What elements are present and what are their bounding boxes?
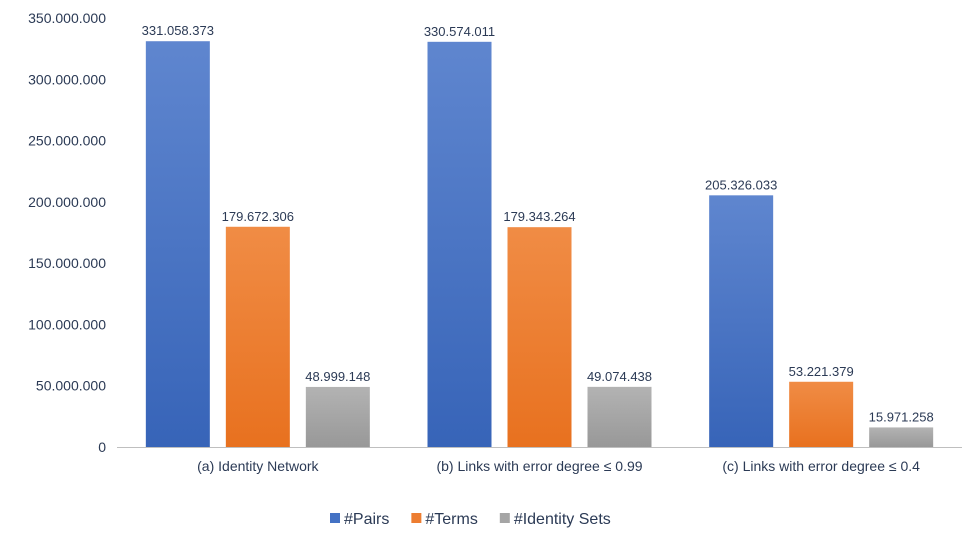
legend: #Pairs #Terms #Identity Sets — [330, 511, 611, 528]
data-label-pairs: 330.574.011 — [424, 24, 495, 39]
legend-label-terms: #Terms — [425, 511, 477, 528]
data-label-terms: 53.221.379 — [789, 364, 854, 379]
y-axis: 0 50.000.000 100.000.000 150.000.000 200.000… — [28, 10, 106, 455]
y-tick-label: 350.000.000 — [28, 10, 106, 26]
category-label: (b) Links with error degree ≤ 0.99 — [436, 458, 642, 474]
bar-pairs — [709, 195, 774, 447]
y-tick-label: 100.000.000 — [28, 316, 106, 332]
bar-terms — [789, 381, 854, 447]
data-label-identity-sets: 15.971.258 — [869, 409, 934, 424]
bar-identity-sets — [869, 427, 934, 447]
bar-series-group: 331.058.373 179.672.306 48.999.148 330.574.… — [142, 23, 934, 448]
bar-terms — [225, 226, 290, 447]
y-tick-label: 300.000.000 — [28, 71, 106, 87]
legend-swatch-identity-sets — [499, 513, 510, 523]
legend-swatch-terms — [411, 513, 422, 523]
bar-pairs — [145, 41, 210, 448]
y-tick-label: 200.000.000 — [28, 194, 106, 210]
bar-identity-sets — [305, 386, 370, 447]
data-label-terms: 179.672.306 — [222, 209, 294, 224]
data-label-pairs: 331.058.373 — [142, 23, 214, 38]
y-tick-label: 0 — [98, 439, 106, 455]
legend-swatch-pairs — [330, 513, 340, 523]
data-label-identity-sets: 48.999.148 — [305, 369, 370, 384]
bar-terms — [507, 227, 572, 447]
y-tick-label: 150.000.000 — [28, 255, 106, 271]
y-tick-label: 50.000.000 — [36, 378, 106, 394]
legend-label-identity-sets: #Identity Sets — [514, 511, 611, 528]
data-label-terms: 179.343.264 — [503, 209, 575, 224]
data-label-pairs: 205.326.033 — [705, 177, 777, 192]
data-label-identity-sets: 49.074.438 — [587, 369, 652, 384]
x-axis: (a) Identity Network (b) Links with error… — [117, 447, 962, 474]
bar-identity-sets — [587, 386, 652, 447]
legend-label-pairs: #Pairs — [344, 511, 389, 528]
y-tick-label: 250.000.000 — [28, 133, 106, 149]
bar-pairs — [427, 41, 492, 448]
category-label: (c) Links with error degree ≤ 0.4 — [722, 458, 920, 474]
category-label: (a) Identity Network — [197, 458, 319, 474]
